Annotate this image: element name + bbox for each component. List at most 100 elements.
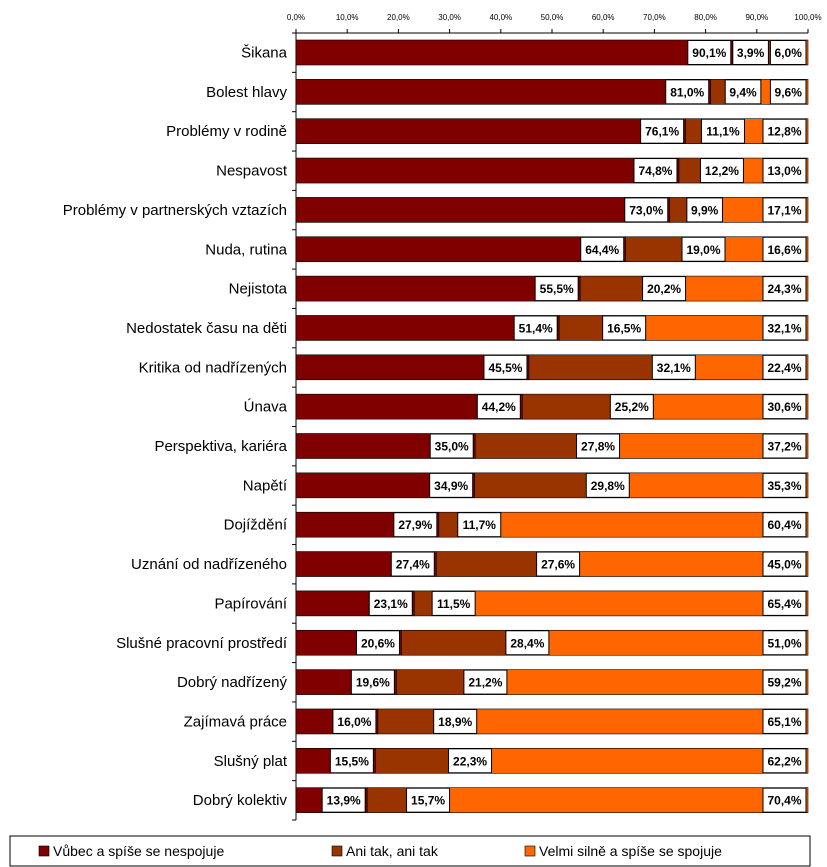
data-label: 16,6% <box>767 243 801 257</box>
data-label: 37,2% <box>767 440 801 454</box>
data-label: 65,4% <box>767 597 801 611</box>
data-label-box <box>769 79 807 105</box>
category-label: Problémy v partnerských vztazích <box>63 202 287 219</box>
category-label: Bolest hlavy <box>206 84 287 101</box>
legend-label: Velmi silně a spíše se spojuje <box>539 843 722 859</box>
data-label: 15,5% <box>335 754 369 768</box>
category-label: Nuda, rutina <box>205 241 287 258</box>
data-label-box <box>687 40 732 65</box>
data-label-box <box>762 197 807 223</box>
data-label-box <box>431 590 476 616</box>
category-label: Dobrý nadřízený <box>177 674 288 691</box>
legend-swatch <box>38 845 50 857</box>
category-label: Slušný plat <box>214 753 288 770</box>
x-tick-label: 40,0% <box>489 13 512 22</box>
data-label: 76,1% <box>645 125 679 139</box>
data-label: 3,9% <box>737 46 765 60</box>
category-label: Zajímavá práce <box>184 713 287 730</box>
data-label: 44,2% <box>482 400 516 414</box>
bar-segment <box>489 747 809 774</box>
data-label-box <box>762 512 807 538</box>
data-label-box <box>642 276 687 302</box>
category-label: Nedostatek času na děti <box>126 320 287 337</box>
data-label-box <box>762 472 807 498</box>
category-label: Perspektiva, kariéra <box>154 438 287 455</box>
data-label-box <box>762 315 807 341</box>
data-label-box <box>762 708 807 734</box>
legend-swatch <box>524 845 536 857</box>
data-label: 73,0% <box>629 203 663 217</box>
x-tick-label: 80,0% <box>694 13 717 22</box>
data-label: 64,4% <box>585 243 619 257</box>
data-label: 60,4% <box>767 518 801 532</box>
category-label: Dobrý kolektiv <box>193 792 288 809</box>
data-label-box <box>640 118 685 144</box>
data-label: 9,4% <box>729 85 757 99</box>
data-label-box <box>505 630 550 656</box>
category-label: Šikana <box>241 45 288 62</box>
data-label: 25,2% <box>615 400 649 414</box>
data-label-box <box>534 276 579 302</box>
data-label-box <box>762 787 807 813</box>
category-label: Únava <box>244 399 288 416</box>
data-label: 12,8% <box>767 125 801 139</box>
data-label-box <box>457 512 502 538</box>
data-label-box <box>476 394 521 420</box>
legend-frame <box>9 835 811 867</box>
data-label: 20,2% <box>647 282 681 296</box>
data-label: 35,0% <box>435 440 469 454</box>
bar-segment <box>295 118 686 144</box>
data-label: 11,7% <box>463 518 497 532</box>
data-label: 62,2% <box>767 754 801 768</box>
data-label: 13,0% <box>767 164 801 178</box>
data-label: 22,3% <box>453 754 487 768</box>
data-label-box <box>651 354 696 380</box>
data-label: 19,6% <box>356 676 390 690</box>
bar-segment <box>295 39 758 66</box>
data-label: 23,1% <box>374 597 408 611</box>
data-label: 90,1% <box>692 46 726 60</box>
data-label: 27,4% <box>396 558 430 572</box>
legend-swatch <box>331 845 343 857</box>
data-label: 35,3% <box>767 479 801 493</box>
category-label: Problémy v rodině <box>166 123 287 140</box>
bar-segment <box>474 708 809 735</box>
category-labels: Šikana Bolest hlavy Problémy v rodině Nespa… <box>63 45 288 810</box>
data-label-box <box>732 40 769 65</box>
data-label-box <box>762 236 807 262</box>
data-label-box <box>762 748 807 774</box>
x-tick-label: 100,0% <box>794 13 821 22</box>
data-label-box <box>602 315 647 341</box>
category-label: Nespavost <box>216 163 288 180</box>
legend: Vůbec a spíše se nespojuje Ani tak, ani t… <box>9 835 811 867</box>
data-label: 28,4% <box>510 636 544 650</box>
data-label: 11,5% <box>437 597 471 611</box>
x-tick-label: 60,0% <box>592 13 615 22</box>
x-tick-label: 70,0% <box>643 13 666 22</box>
bar-segment <box>498 511 809 538</box>
data-label-box <box>762 433 807 459</box>
data-label: 30,6% <box>767 400 801 414</box>
data-label-box <box>390 551 435 577</box>
data-label-box <box>329 748 374 774</box>
data-label: 59,2% <box>767 676 801 690</box>
data-label: 32,1% <box>767 321 801 335</box>
data-label: 20,6% <box>361 636 395 650</box>
data-label: 18,9% <box>438 715 472 729</box>
data-label-box <box>355 630 400 656</box>
data-label: 6,0% <box>775 46 803 60</box>
data-label: 9,6% <box>775 85 803 99</box>
category-label: Slušné pracovní prostředí <box>116 635 288 652</box>
data-label-box <box>585 472 630 498</box>
legend-label: Vůbec a spíše se nespojuje <box>53 843 224 859</box>
data-label-box <box>762 118 807 144</box>
data-label-box <box>609 394 654 420</box>
x-tick-label: 20,0% <box>387 13 410 22</box>
data-label: 45,0% <box>767 558 801 572</box>
data-label: 27,6% <box>541 558 575 572</box>
data-label-box <box>406 787 451 813</box>
bar-segment <box>295 197 671 223</box>
category-label: Napětí <box>243 477 288 494</box>
data-label-box <box>350 669 395 695</box>
data-labels: 90,1% 3,9% 6,0% 81,0% 9,4% 9,6% 76,1% 11,1% 12,8… <box>321 40 807 813</box>
